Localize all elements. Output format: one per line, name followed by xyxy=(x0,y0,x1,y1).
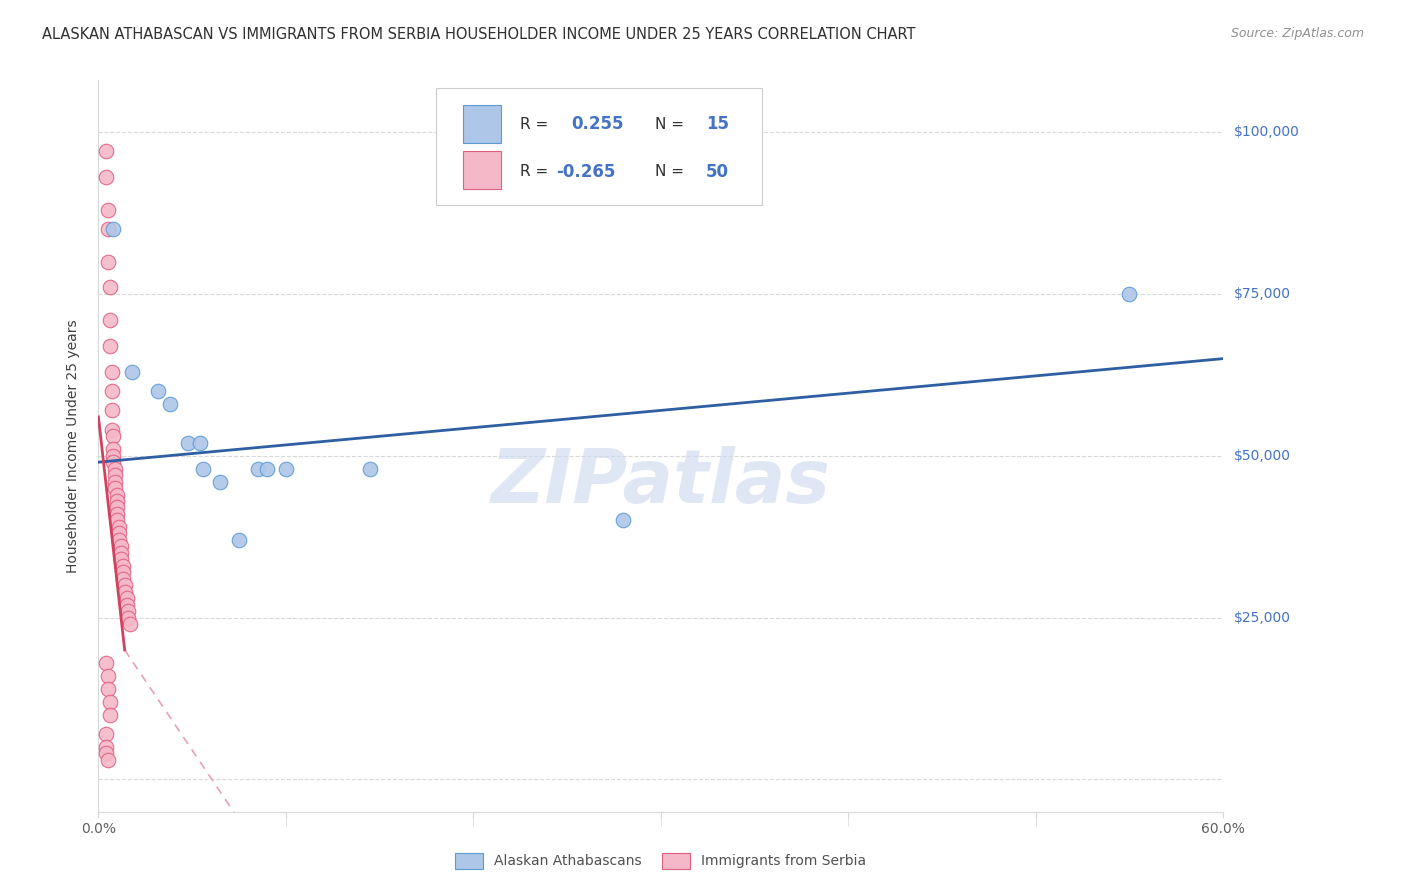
Point xyxy=(100,403,122,417)
Point xyxy=(246,461,269,475)
Point xyxy=(103,222,125,236)
Text: N =: N = xyxy=(655,117,689,132)
Point xyxy=(98,707,121,722)
Point xyxy=(117,610,139,624)
Point xyxy=(1118,286,1140,301)
Point xyxy=(108,520,131,534)
Point xyxy=(100,423,122,437)
FancyBboxPatch shape xyxy=(463,152,501,189)
Point xyxy=(359,461,381,475)
Point xyxy=(114,584,136,599)
Point xyxy=(104,468,127,483)
Point xyxy=(104,481,127,495)
FancyBboxPatch shape xyxy=(436,87,762,204)
Point xyxy=(117,604,139,618)
Text: R =: R = xyxy=(520,117,554,132)
Point xyxy=(97,202,120,217)
Point xyxy=(612,513,634,527)
Point xyxy=(105,507,128,521)
Point xyxy=(115,598,138,612)
Point xyxy=(228,533,250,547)
Point xyxy=(97,753,120,767)
Point xyxy=(115,591,138,606)
Point xyxy=(98,339,121,353)
Point xyxy=(97,254,120,268)
Text: $25,000: $25,000 xyxy=(1234,610,1291,624)
Point xyxy=(94,656,117,670)
Point xyxy=(209,475,232,489)
Y-axis label: Householder Income Under 25 years: Householder Income Under 25 years xyxy=(66,319,80,573)
Point xyxy=(97,669,120,683)
FancyBboxPatch shape xyxy=(463,105,501,144)
Point xyxy=(110,552,132,566)
Point xyxy=(94,727,117,741)
Point xyxy=(100,365,122,379)
Point xyxy=(111,558,134,573)
Point xyxy=(98,280,121,294)
Text: -0.265: -0.265 xyxy=(557,162,616,181)
Text: Source: ZipAtlas.com: Source: ZipAtlas.com xyxy=(1230,27,1364,40)
Point xyxy=(100,384,122,398)
Point xyxy=(110,546,132,560)
Point xyxy=(111,566,134,580)
Point xyxy=(111,572,134,586)
Point xyxy=(97,681,120,696)
Text: 50: 50 xyxy=(706,162,728,181)
Point xyxy=(108,533,131,547)
Text: ZIPatlas: ZIPatlas xyxy=(491,446,831,519)
Point xyxy=(103,429,125,443)
Point xyxy=(188,435,211,450)
Point xyxy=(105,487,128,501)
Point xyxy=(148,384,170,398)
Point xyxy=(159,397,181,411)
Point xyxy=(108,526,131,541)
Text: 15: 15 xyxy=(706,115,728,133)
Point xyxy=(105,513,128,527)
Point xyxy=(94,739,117,754)
Point xyxy=(274,461,297,475)
Text: ALASKAN ATHABASCAN VS IMMIGRANTS FROM SERBIA HOUSEHOLDER INCOME UNDER 25 YEARS C: ALASKAN ATHABASCAN VS IMMIGRANTS FROM SE… xyxy=(42,27,915,42)
Point xyxy=(103,442,125,457)
Point xyxy=(121,365,143,379)
Point xyxy=(104,461,127,475)
Point xyxy=(103,449,125,463)
Text: R =: R = xyxy=(520,164,554,179)
Point xyxy=(256,461,278,475)
Point xyxy=(110,539,132,553)
Point xyxy=(177,435,200,450)
Text: $50,000: $50,000 xyxy=(1234,449,1291,463)
Text: 0.255: 0.255 xyxy=(571,115,623,133)
Point xyxy=(193,461,215,475)
Text: $100,000: $100,000 xyxy=(1234,125,1301,139)
Point xyxy=(114,578,136,592)
Text: $75,000: $75,000 xyxy=(1234,287,1291,301)
Point xyxy=(94,747,117,761)
Point xyxy=(94,145,117,159)
Point xyxy=(94,170,117,185)
Point xyxy=(97,222,120,236)
Point xyxy=(103,455,125,469)
Text: N =: N = xyxy=(655,164,689,179)
Legend: Alaskan Athabascans, Immigrants from Serbia: Alaskan Athabascans, Immigrants from Ser… xyxy=(450,847,872,874)
Point xyxy=(105,494,128,508)
Point xyxy=(105,500,128,515)
Point xyxy=(98,312,121,326)
Point xyxy=(98,695,121,709)
Point xyxy=(104,475,127,489)
Point xyxy=(120,617,142,632)
